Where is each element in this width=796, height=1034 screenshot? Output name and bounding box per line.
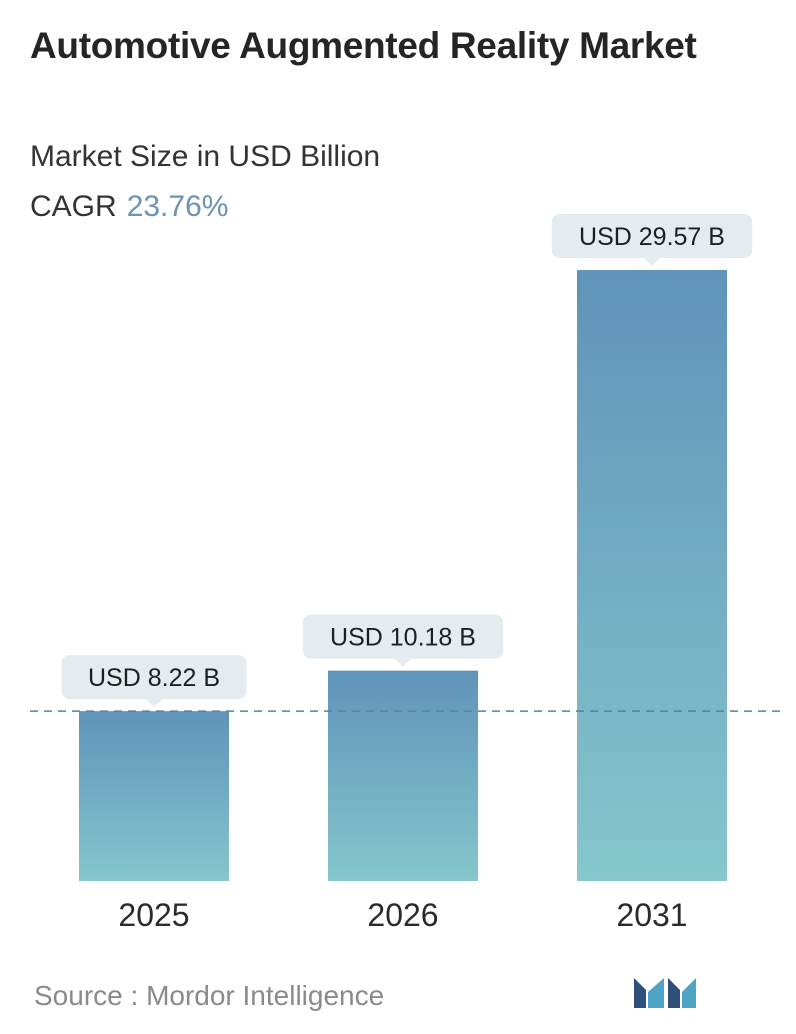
bar-2031 [577, 270, 727, 881]
value-label-bg [61, 655, 247, 700]
bar-2026 [328, 670, 478, 881]
value-label-pointer [395, 658, 411, 667]
mordor-intelligence-logo-icon [634, 978, 696, 1008]
value-label-pointer [146, 699, 162, 708]
x-tick-label-2026: 2026 [367, 897, 438, 933]
source-note: Source : Mordor Intelligence [34, 980, 384, 1012]
cagr-row: CAGR 23.76% [30, 190, 228, 224]
bar-2025 [79, 711, 229, 881]
chart-title: Automotive Augmented Reality Market [30, 25, 697, 66]
x-tick-label-2031: 2031 [616, 897, 687, 933]
source-label: Source : [34, 980, 139, 1011]
value-label-text: USD 10.18 B [330, 624, 476, 652]
bars-layer [79, 270, 727, 881]
value-label-bg [302, 614, 504, 659]
value-label-2026: USD 10.18 B [302, 614, 504, 667]
value-label-text: USD 8.22 B [88, 664, 220, 692]
value-label-text: USD 29.57 B [579, 223, 725, 251]
cagr-value: 23.76% [126, 190, 229, 223]
chart-subtitle: Market Size in USD Billion [30, 140, 381, 173]
source-value: Mordor Intelligence [146, 980, 385, 1011]
labels-layer: USD 8.22 B 2025 USD 10.18 B 2026 USD 29.57 B… [61, 214, 753, 933]
value-label-2031: USD 29.57 B [551, 214, 753, 266]
cagr-label: CAGR [30, 190, 117, 223]
value-label-bg [551, 214, 753, 258]
x-tick-label-2025: 2025 [118, 897, 189, 933]
value-label-2025: USD 8.22 B [61, 655, 247, 708]
value-label-pointer [644, 258, 660, 266]
